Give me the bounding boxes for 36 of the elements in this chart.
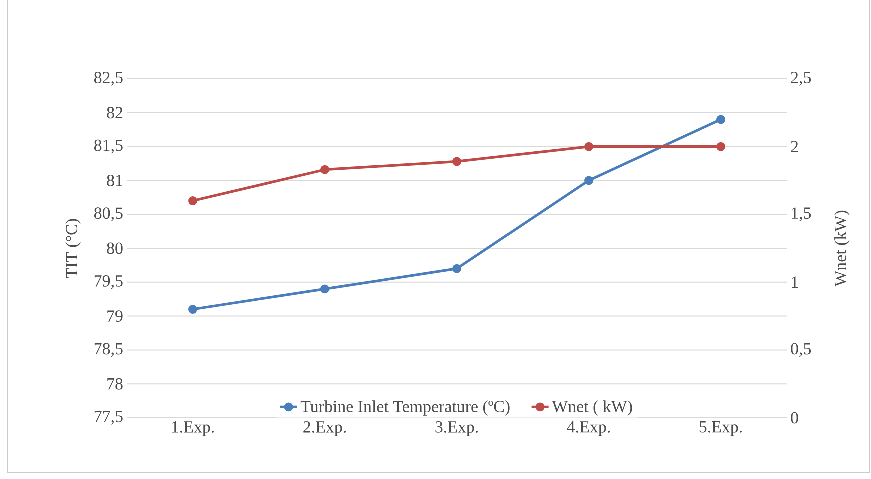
y-tick-label: 81,5 — [94, 140, 123, 154]
x-tick-label: 4.Exp. — [567, 422, 610, 436]
point — [716, 115, 726, 124]
y2-axis-title: Wnet (kW) — [834, 210, 850, 287]
point — [188, 196, 198, 206]
point — [320, 165, 330, 174]
x-tick-label: 2.Exp. — [304, 422, 346, 436]
point — [452, 264, 462, 274]
legend-label: Turbine Inlet Temperature (ºC) — [300, 400, 510, 416]
y2-tick-label: 0,5 — [791, 343, 812, 358]
y2-tick-label: 2,5 — [791, 72, 812, 86]
point — [188, 305, 198, 314]
y2-tick-label: 2 — [791, 141, 798, 152]
y-tick-label: 79,5 — [94, 275, 123, 290]
y2-tick-label: 1,5 — [792, 208, 812, 222]
y-tick-label: 81 — [107, 174, 122, 186]
x-tick-label: 5.Exp. — [700, 422, 742, 436]
point — [584, 142, 594, 152]
point — [716, 142, 726, 152]
y-tick-label: 79 — [108, 310, 123, 322]
y-axis-title: TIT (°C) — [66, 219, 82, 278]
y-tick-label: 78 — [108, 378, 123, 390]
y-tick-label: 77,5 — [94, 411, 123, 425]
point — [320, 284, 330, 294]
y-tick-label: 80 — [107, 242, 123, 254]
y-tick-label: 82,5 — [94, 72, 123, 86]
x-tick-label: 1.Exp. — [172, 422, 214, 436]
y2-tick-label: 0 — [791, 412, 798, 424]
y-tick-label: 78,5 — [94, 343, 123, 358]
y2-tick-label: 1 — [792, 276, 798, 288]
y-tick-label: 82 — [107, 107, 123, 119]
legend-label: Wnet ( kW) — [552, 400, 632, 416]
y-tick-label: 80,5 — [94, 208, 123, 222]
x-tick-label: 3.Exp. — [436, 422, 478, 436]
point — [584, 176, 594, 186]
point — [452, 157, 462, 166]
